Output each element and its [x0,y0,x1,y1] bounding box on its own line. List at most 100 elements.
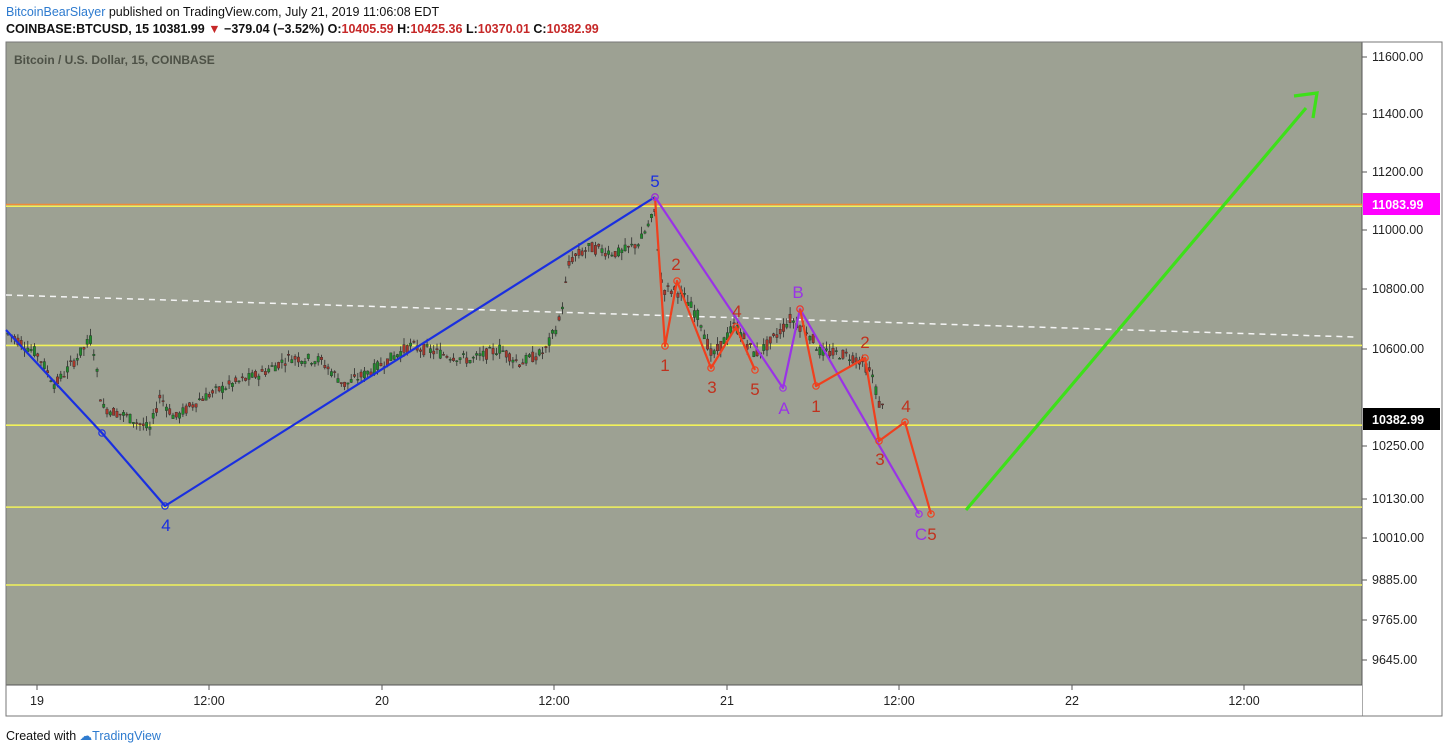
green-arrow [964,91,1319,512]
tradingview-link[interactable]: TradingView [92,729,161,743]
candle-body [524,355,528,364]
wave-point [732,323,740,331]
wave-point [98,429,106,437]
candle-body [197,398,201,401]
green-arrow-shaft [964,106,1308,512]
price-chart[interactable]: Bitcoin / U.S. Dollar, 15, COINBASE 5421… [0,40,1444,720]
created-with: Created with ☁TradingView [6,728,161,743]
candle-body [310,363,313,365]
candle-body [838,358,842,360]
blue-impulse-line [5,196,656,508]
candle-body [214,386,218,388]
price-tags: 11083.99 10382.99 [1363,193,1440,430]
candle-body [633,244,637,249]
candle-body [412,341,416,343]
candle-body [491,348,495,355]
candle-body [75,358,79,361]
candle-body [788,313,792,323]
candle-body [646,223,650,227]
candle-body [250,372,254,378]
candle-body [217,386,221,392]
candle-body [676,293,680,298]
candle-body [102,403,106,408]
x-tick-label: 20 [375,694,389,708]
candle-body [689,301,693,308]
candle-body [376,361,379,370]
candle-body [36,353,40,357]
plot-area [6,42,1362,685]
candle-body [534,356,538,361]
candle-body [396,354,399,358]
candle-body [851,355,855,364]
candle-body [227,380,231,385]
candle-body [877,400,881,408]
candle-body [481,350,485,357]
candle-body [419,349,422,352]
candle-body [92,354,96,356]
wave-point [915,510,923,518]
candle-body [280,359,284,363]
candle-body [547,337,551,346]
candle-body [531,351,535,363]
high-label: H: [397,22,411,36]
candle-body [95,368,99,372]
candle-body [42,361,46,369]
candle-body [567,260,571,266]
price-change: −379.04 (−3.52%) [224,22,325,36]
candle-body [590,242,594,253]
x-tick-label: 19 [30,694,44,708]
candle-body [537,349,541,356]
ohlc-line: COINBASE:BTCUSD, 15 10381.99 ▼ −379.04 (… [6,22,599,36]
wave-point [751,366,759,374]
candle-body [709,348,713,356]
candle-body [762,344,766,351]
x-tick-label: 12:00 [538,694,569,708]
x-tick-label: 12:00 [1228,694,1259,708]
candle-body [432,350,436,355]
candle-body [445,356,449,358]
price-tag-label: 10382.99 [1372,413,1424,427]
candle-body [72,360,76,367]
y-tick-label: 10800.00 [1372,282,1424,296]
candle-body [79,347,83,356]
candle-body [627,245,630,248]
candle-body [270,365,274,367]
candle-body [808,336,812,341]
candle-body [772,333,776,336]
candle-body [293,356,297,360]
candle-body [359,371,363,378]
tradingview-logo-icon[interactable]: ☁ [79,729,93,743]
candle-body [666,285,670,287]
candle-body [264,371,267,375]
candle-body [778,329,782,335]
y-tick-label: 11400.00 [1372,107,1423,121]
candle-body [366,370,370,375]
time-axis [6,685,1362,716]
candle-body [85,339,89,345]
candle-body [729,326,733,334]
candle-body [792,320,795,323]
candle-body [564,281,568,283]
candle-body [336,378,340,383]
green-arrow-head [1293,91,1319,119]
plot-border [5,41,1443,717]
wave-label: A [778,399,790,418]
candle-body [597,243,601,247]
candle-body [392,355,396,360]
wave-label: 1 [660,356,669,375]
candle-body [485,348,488,360]
wave-point [673,277,681,285]
author-link[interactable]: BitcoinBearSlayer [6,5,106,19]
candle-body [326,366,330,370]
candle-body [168,408,172,415]
wave-label: 1 [811,397,820,416]
y-tick-label: 11600.00 [1372,50,1423,64]
candle-body [118,413,122,416]
candle-body [260,369,264,372]
candle-body [514,359,518,361]
horizontal-levels [6,203,1362,586]
price-axis [1362,42,1444,685]
candle-body [82,347,86,350]
candle-body [39,361,43,363]
